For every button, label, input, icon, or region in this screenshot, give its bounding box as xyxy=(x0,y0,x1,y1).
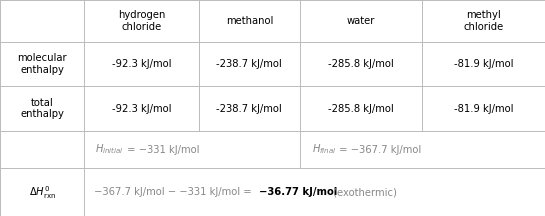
Text: -285.8 kJ/mol: -285.8 kJ/mol xyxy=(328,59,394,69)
Text: (exothermic): (exothermic) xyxy=(330,187,397,197)
Text: -81.9 kJ/mol: -81.9 kJ/mol xyxy=(454,59,513,69)
Text: methyl
chloride: methyl chloride xyxy=(464,10,504,32)
Text: -285.8 kJ/mol: -285.8 kJ/mol xyxy=(328,103,394,114)
Text: -238.7 kJ/mol: -238.7 kJ/mol xyxy=(216,59,282,69)
Text: $\mathit{H}_{\mathit{final}}$: $\mathit{H}_{\mathit{final}}$ xyxy=(312,143,337,156)
Text: = −367.7 kJ/mol: = −367.7 kJ/mol xyxy=(336,145,421,155)
Text: hydrogen
chloride: hydrogen chloride xyxy=(118,10,165,32)
Text: -92.3 kJ/mol: -92.3 kJ/mol xyxy=(112,103,172,114)
Text: -92.3 kJ/mol: -92.3 kJ/mol xyxy=(112,59,172,69)
Text: $\Delta H^0_{\mathrm{rxn}}$: $\Delta H^0_{\mathrm{rxn}}$ xyxy=(28,184,56,201)
Text: methanol: methanol xyxy=(226,16,273,26)
Text: molecular
enthalpy: molecular enthalpy xyxy=(17,54,67,75)
Text: -81.9 kJ/mol: -81.9 kJ/mol xyxy=(454,103,513,114)
Text: -238.7 kJ/mol: -238.7 kJ/mol xyxy=(216,103,282,114)
Text: water: water xyxy=(347,16,376,26)
Text: −36.77 kJ/mol: −36.77 kJ/mol xyxy=(259,187,337,197)
Text: = −331 kJ/mol: = −331 kJ/mol xyxy=(124,145,199,155)
Text: −367.7 kJ/mol − −331 kJ/mol =: −367.7 kJ/mol − −331 kJ/mol = xyxy=(94,187,255,197)
Text: total
enthalpy: total enthalpy xyxy=(20,98,64,119)
Text: $\mathit{H}_{\mathit{initial}}$: $\mathit{H}_{\mathit{initial}}$ xyxy=(95,143,124,156)
